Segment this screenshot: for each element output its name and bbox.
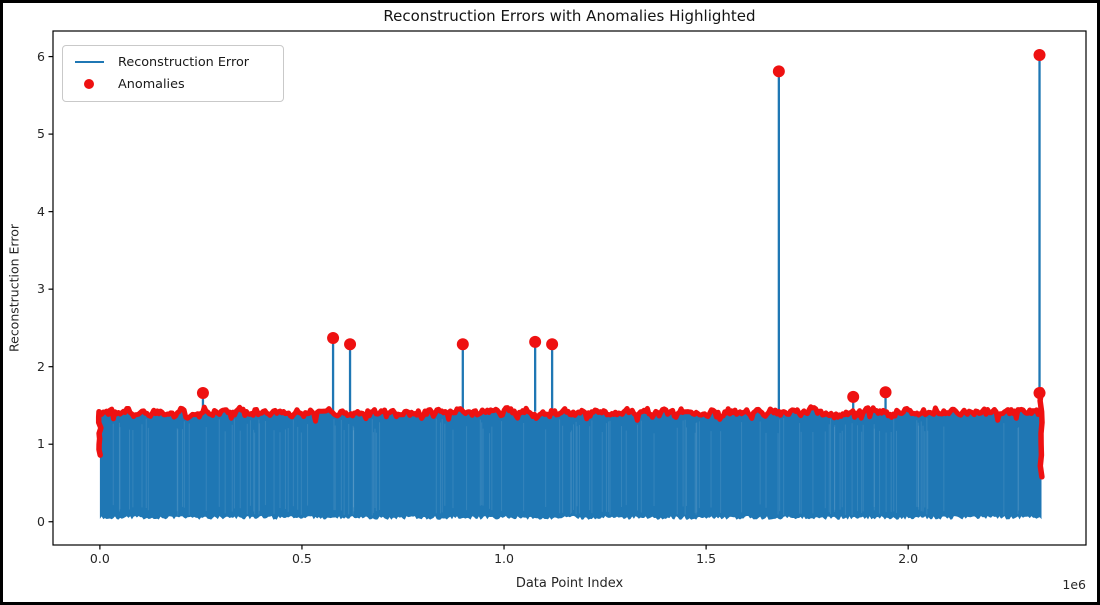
edge-anomaly-trail — [1037, 387, 1045, 480]
axes-box — [52, 30, 1087, 546]
chart-title: Reconstruction Errors with Anomalies Hig… — [383, 7, 756, 25]
legend-item-anomalies: Anomalies — [75, 73, 273, 95]
y-tick-label: 0 — [37, 513, 45, 529]
anomaly-edge-markers — [97, 404, 1044, 424]
x-axis-offset-label: 1e6 — [1062, 577, 1086, 592]
edge-anomaly-trail — [95, 408, 104, 458]
y-tick-label: 1 — [37, 436, 45, 452]
anomaly-point — [772, 65, 785, 78]
anomaly-point — [196, 387, 209, 400]
y-tick-label: 4 — [37, 203, 45, 219]
y-tick-label: 3 — [37, 281, 45, 297]
anomaly-point — [1033, 387, 1046, 400]
anomaly-point — [1033, 49, 1046, 62]
y-tick-label: 2 — [37, 358, 45, 374]
reconstruction-error-band — [99, 407, 1042, 520]
anomaly-point — [327, 332, 340, 345]
x-tick-label: 1.5 — [696, 551, 717, 566]
legend: Reconstruction Error Anomalies — [62, 45, 284, 102]
anomaly-point — [847, 390, 860, 403]
x-tick-label: 0.0 — [89, 551, 110, 566]
x-axis-label: Data Point Index — [515, 576, 624, 591]
x-tick-label: 1.0 — [494, 551, 514, 566]
x-tick-label: 0.5 — [292, 551, 312, 566]
x-tick-label: 2.0 — [898, 551, 919, 566]
legend-line-swatch — [75, 61, 104, 63]
y-tick-label: 6 — [37, 48, 45, 64]
legend-item-label: Reconstruction Error — [118, 54, 250, 70]
anomaly-point — [344, 338, 357, 351]
anomaly-point — [879, 386, 892, 399]
anomaly-point — [529, 335, 542, 348]
anomaly-point — [456, 338, 469, 351]
legend-item-reconstruction-error: Reconstruction Error — [75, 51, 273, 73]
anomaly-point — [546, 338, 559, 351]
legend-item-label: Anomalies — [118, 76, 185, 92]
legend-dot-swatch — [84, 79, 94, 89]
y-tick-label: 5 — [37, 126, 45, 142]
